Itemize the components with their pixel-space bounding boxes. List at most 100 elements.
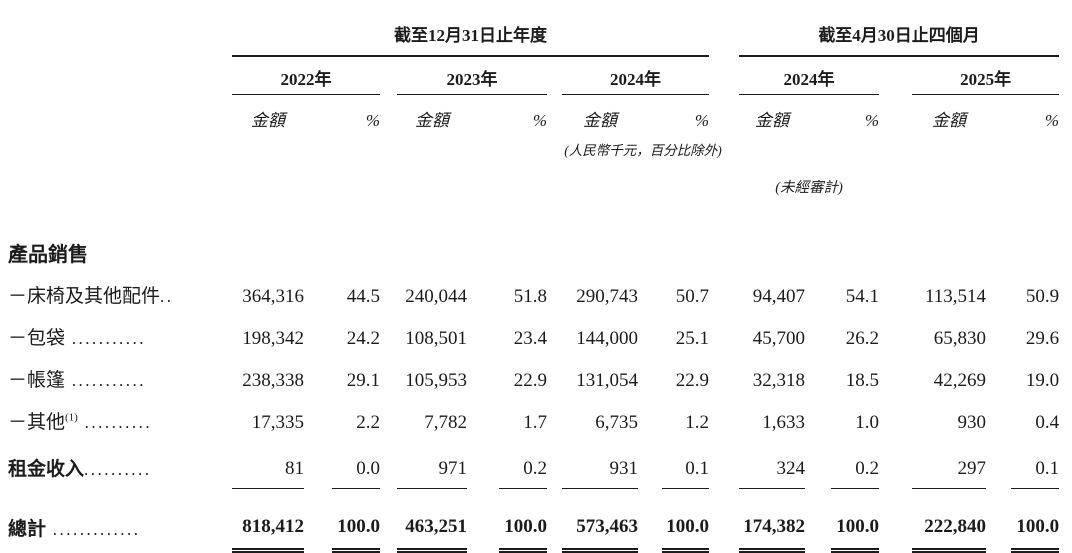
percent-cell: 0.1	[662, 437, 710, 489]
amount-cell: 6,735	[595, 412, 638, 433]
amount-subheader: 金額	[755, 111, 790, 130]
amount-cell: 17,335	[251, 412, 304, 433]
amount-cell: 198,342	[242, 328, 304, 349]
amount-cell: 930	[957, 412, 987, 433]
dot-leader: ..	[160, 287, 174, 306]
amount-cell: 931	[562, 437, 638, 489]
amount-cell: 971	[397, 437, 467, 489]
amount-cell: 94,407	[752, 286, 806, 307]
amount-cell: 573,463	[562, 488, 638, 553]
amount-cell: 65,830	[933, 328, 987, 349]
row-label-bags: －包袋 ...........	[8, 328, 147, 349]
row-label-product-sales: 產品銷售	[8, 244, 88, 266]
period-header-annual: 截至12月31日止年度	[232, 6, 710, 57]
unaudited-note: (未經審計)	[775, 180, 843, 196]
row-label-others: －其他(1) ..........	[8, 411, 153, 433]
percent-cell: 54.1	[845, 286, 880, 307]
percent-cell: 100.0	[332, 488, 380, 553]
percent-cell: 0.1	[1011, 437, 1060, 489]
amount-subheader: 金額	[415, 111, 449, 130]
amount-cell: 113,514	[924, 286, 987, 307]
row-others: －其他(1) .......... 17,335 2.2 7,782 1.7 6…	[8, 395, 1059, 437]
amount-cell: 45,700	[752, 328, 806, 349]
amount-cell: 108,501	[405, 328, 467, 349]
percent-cell: 0.4	[1035, 412, 1060, 433]
amount-cell: 32,318	[752, 370, 806, 391]
period-header-four-months: 截至4月30日止四個月	[739, 6, 1060, 57]
percent-cell: 0.2	[831, 437, 880, 489]
amount-cell: 7,782	[424, 412, 467, 433]
percent-cell: 50.9	[1025, 286, 1060, 307]
percent-subheader: %	[1044, 111, 1060, 130]
percent-cell: 26.2	[845, 328, 880, 349]
amount-subheader: 金額	[932, 111, 967, 130]
row-tents: －帳篷 ........... 238,338 29.1 105,953 22.…	[8, 353, 1059, 395]
percent-cell: 25.1	[675, 328, 710, 349]
percent-cell: 29.6	[1025, 328, 1060, 349]
dot-leader: ..........	[77, 413, 153, 432]
row-rental-income: 租金收入.......... 81 0.0 971 0.2 931 0.1 32…	[8, 437, 1060, 489]
amount-subheader: 金額	[583, 111, 617, 130]
row-total: 總計 ............. 818,412 100.0 463,251 1…	[8, 488, 1060, 553]
percent-cell: 100.0	[662, 488, 710, 553]
row-label-bed-chairs: －床椅及其他配件..	[8, 286, 174, 307]
dot-leader: ...........	[65, 329, 147, 348]
percent-cell: 100.0	[831, 488, 880, 553]
amount-cell: 105,953	[405, 370, 467, 391]
percent-cell: 18.5	[845, 370, 880, 391]
percent-cell: 19.0	[1025, 370, 1060, 391]
amount-cell: 222,840	[912, 488, 987, 553]
year-header-row: 2022年 2023年 2024年 2024年 2025年	[8, 56, 1060, 95]
unaudited-note-row: (未經審計)	[8, 159, 1059, 207]
period-header-row: 截至12月31日止年度 截至4月30日止四個月	[8, 6, 1060, 57]
year-header-2025: 2025年	[912, 56, 1060, 95]
amount-cell: 42,269	[933, 370, 987, 391]
row-label-total: 總計 .............	[8, 518, 141, 540]
percent-subheader: %	[532, 111, 547, 130]
percent-cell: 29.1	[346, 370, 380, 391]
row-label-tents: －帳篷 ...........	[8, 370, 147, 391]
revenue-breakdown-table: 截至12月31日止年度 截至4月30日止四個月 2022年 2023年 2024…	[8, 6, 1060, 553]
percent-cell: 1.7	[523, 412, 547, 433]
year-header-2024: 2024年	[562, 56, 710, 95]
percent-cell: 1.0	[855, 412, 880, 433]
row-product-sales: 產品銷售	[8, 207, 1059, 269]
currency-note: (人民幣千元，百分比除外)	[564, 143, 722, 158]
row-label-rental-income: 租金收入..........	[8, 458, 152, 480]
percent-subheader: %	[365, 111, 380, 130]
percent-subheader: %	[864, 111, 880, 130]
row-bags: －包袋 ........... 198,342 24.2 108,501 23.…	[8, 311, 1059, 353]
amount-cell: 1,633	[762, 412, 806, 433]
row-bed-chairs: －床椅及其他配件.. 364,316 44.5 240,044 51.8 290…	[8, 269, 1059, 311]
percent-cell: 50.7	[675, 286, 710, 307]
percent-cell: 22.9	[675, 370, 710, 391]
year-header-2024-4m: 2024年	[739, 56, 880, 95]
amount-cell: 240,044	[405, 286, 467, 307]
percent-cell: 24.2	[346, 328, 380, 349]
amount-cell: 144,000	[576, 328, 638, 349]
currency-note-row: (人民幣千元，百分比除外)	[8, 133, 1059, 159]
dot-leader: ...........	[65, 371, 147, 390]
amount-cell: 290,743	[576, 286, 638, 307]
footnote-marker: (1)	[65, 411, 78, 424]
amount-cell: 324	[739, 437, 806, 489]
amount-cell: 463,251	[397, 488, 467, 553]
year-header-2023: 2023年	[397, 56, 547, 95]
dot-leader: ..........	[84, 459, 152, 479]
percent-cell: 23.4	[513, 328, 547, 349]
amount-subheader: 金額	[251, 111, 285, 130]
amount-cell: 174,382	[739, 488, 806, 553]
percent-cell: 100.0	[499, 488, 547, 553]
percent-cell: 44.5	[346, 286, 380, 307]
dot-leader: .............	[46, 519, 141, 539]
amount-cell: 364,316	[242, 286, 304, 307]
percent-cell: 0.0	[332, 437, 380, 489]
percent-cell: 0.2	[499, 437, 547, 489]
percent-cell: 1.2	[685, 412, 710, 433]
amount-cell: 131,054	[576, 370, 638, 391]
subheader-row: 金額 % 金額 % 金額 % 金額 % 金額 %	[8, 95, 1059, 134]
percent-cell: 51.8	[513, 286, 547, 307]
year-header-2022: 2022年	[232, 56, 380, 95]
amount-cell: 81	[232, 437, 304, 489]
amount-cell: 238,338	[242, 370, 304, 391]
